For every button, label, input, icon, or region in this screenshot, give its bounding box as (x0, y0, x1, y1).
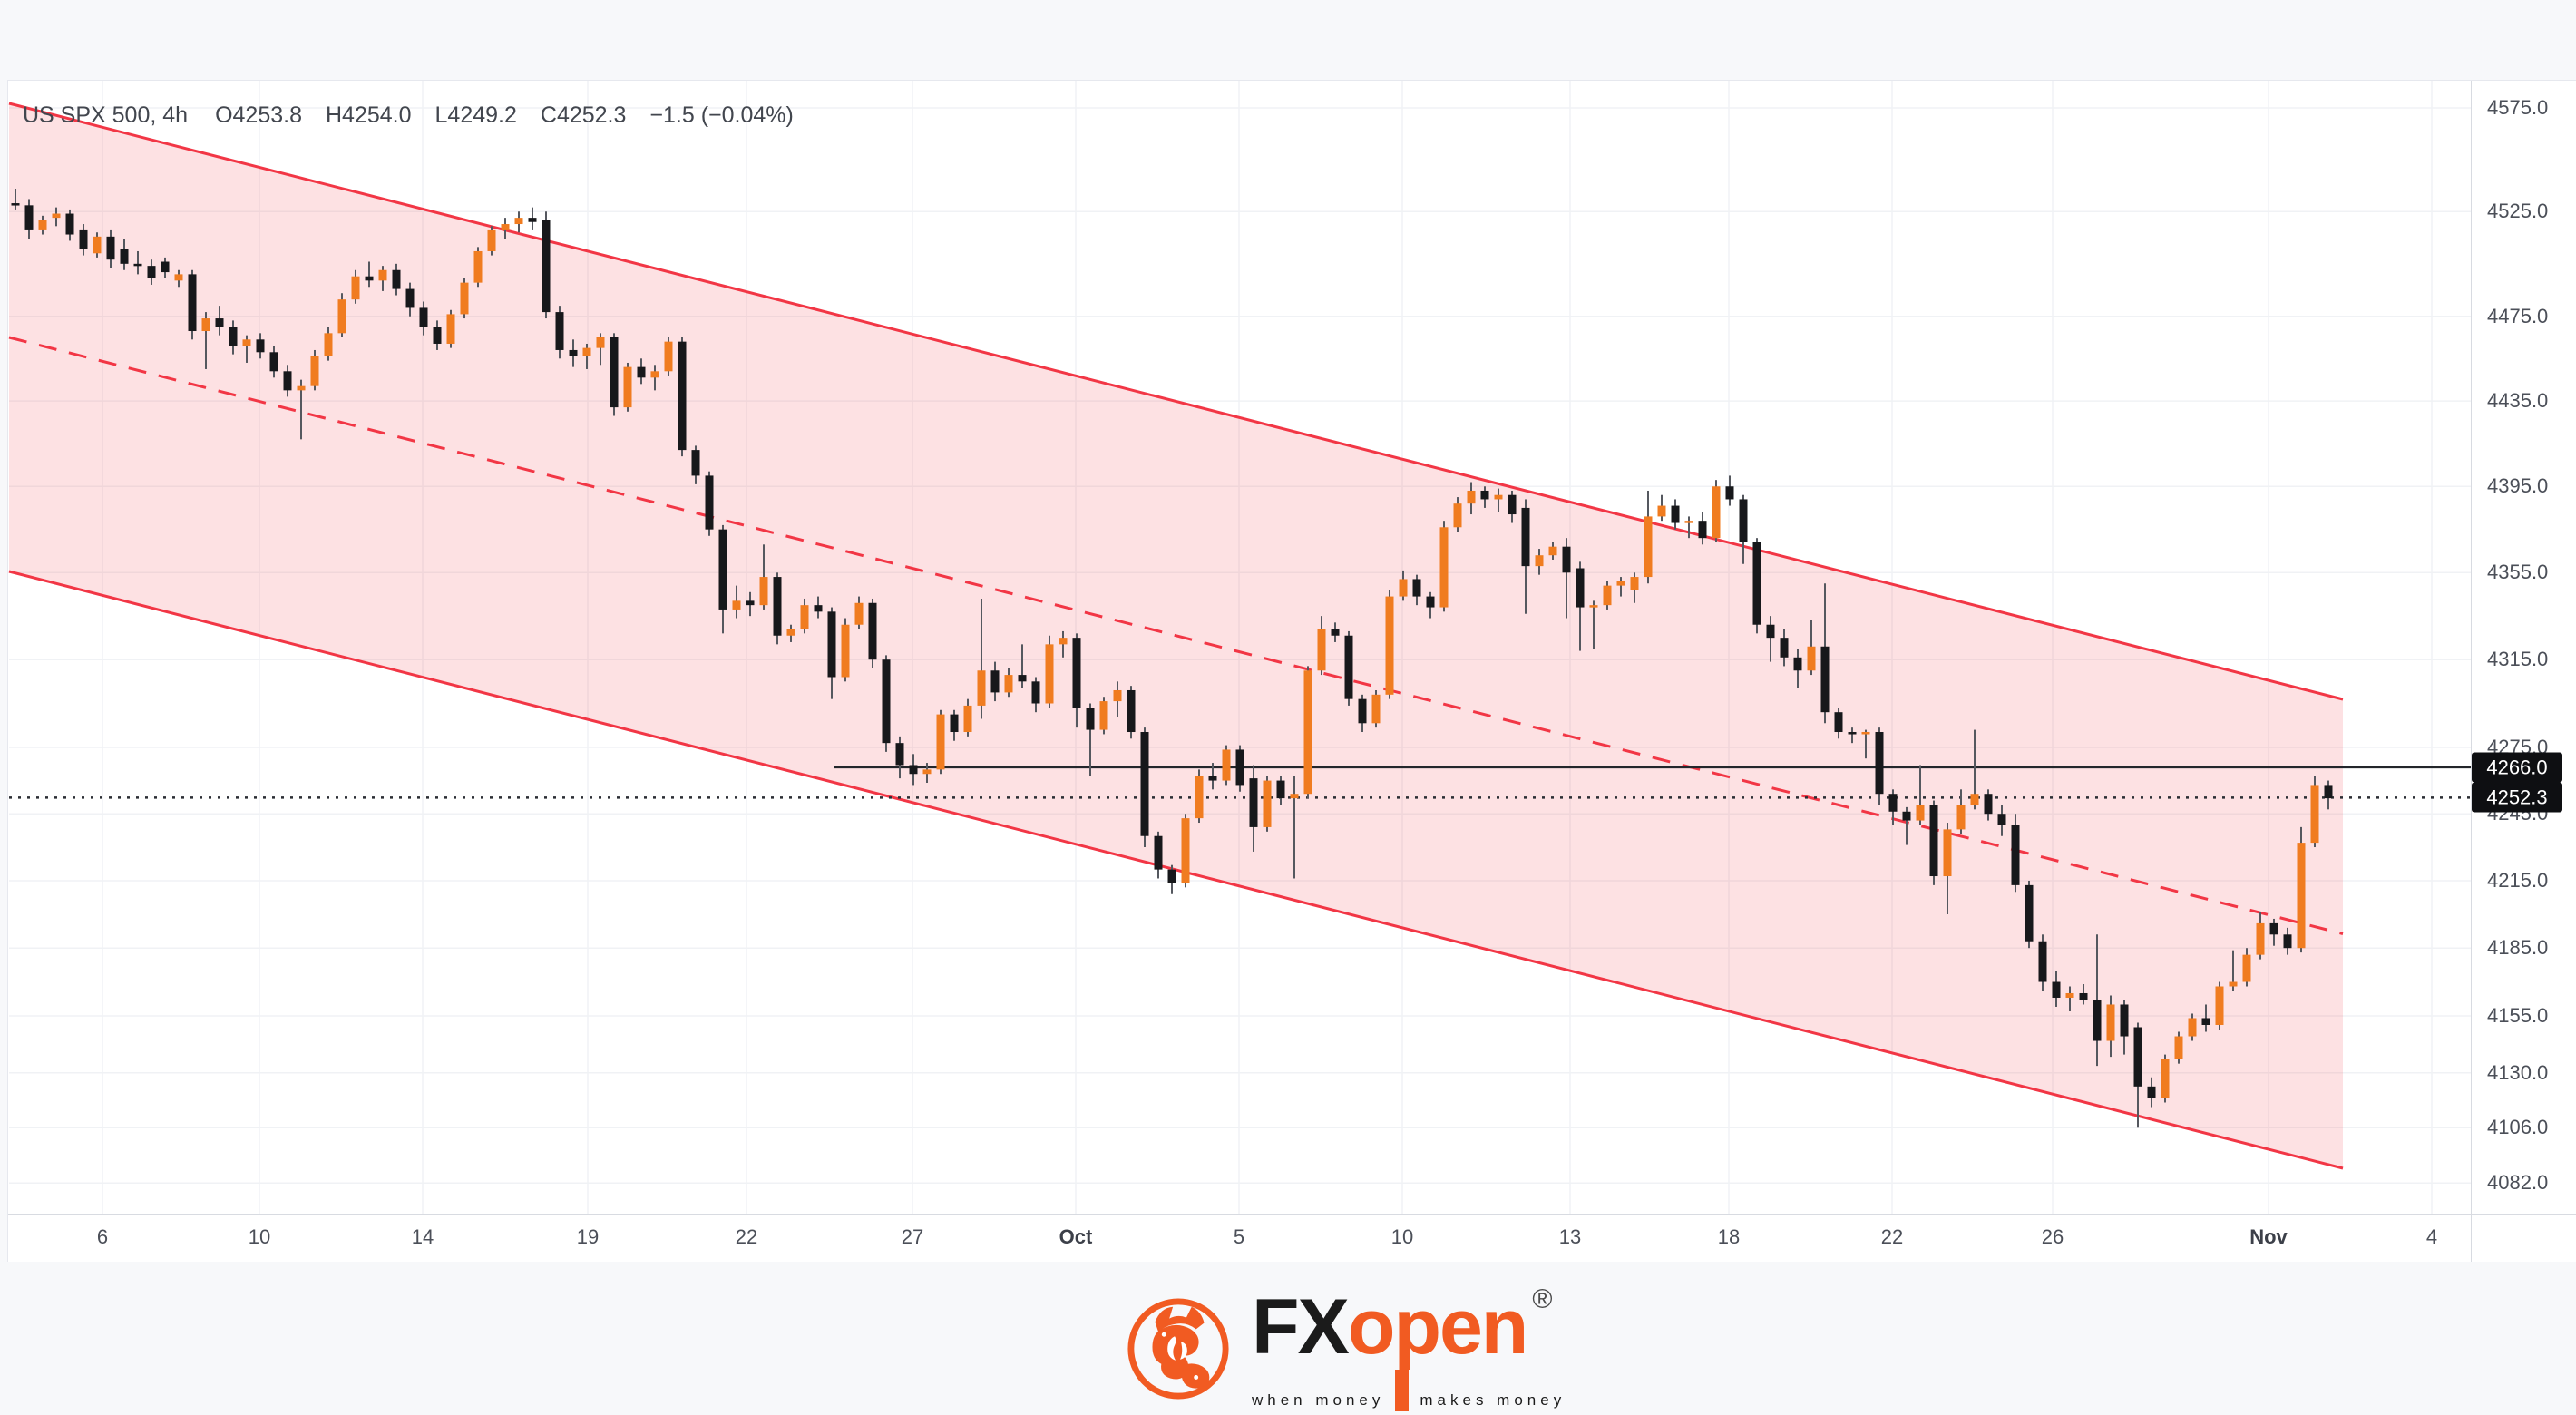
price-tick-label: 4355.0 (2487, 561, 2549, 584)
fxopen-emblem (1127, 1298, 1229, 1400)
time-tick-label: 13 (1558, 1225, 1582, 1248)
chart-legend[interactable]: US SPX 500, 4h O4253.8 H4254.0 L4249.2 C4252… (23, 102, 817, 129)
time-tick-label: 10 (248, 1225, 271, 1248)
tagline-left: when money (1252, 1391, 1385, 1409)
time-tick-label: 18 (1717, 1225, 1741, 1248)
time-tick-label: 6 (96, 1225, 109, 1248)
price-tick-label: 4130.0 (2487, 1060, 2549, 1084)
time-tick-label: 4 (2425, 1225, 2438, 1248)
legend-low: L4249.2 (434, 102, 517, 128)
grid-lines (9, 81, 2471, 1214)
time-tick-label: Oct (1059, 1225, 1093, 1248)
trend-channel (8, 102, 2344, 1170)
candles-layer (11, 188, 2333, 1128)
legend-close: C4252.3 (540, 102, 627, 128)
symbol-title: US SPX 500, 4h (23, 102, 189, 128)
time-tick-label: 22 (1880, 1225, 1904, 1248)
time-tick-label: 10 (1390, 1225, 1414, 1248)
time-tick-label: 27 (901, 1225, 924, 1248)
legend-change: −1.5 (−0.04%) (649, 102, 794, 128)
price-tick-label: 4475.0 (2487, 304, 2549, 327)
legend-open: O4253.8 (215, 102, 302, 128)
price-tick-label: 4395.0 (2487, 474, 2549, 498)
price-tick-label: 4435.0 (2487, 389, 2549, 413)
price-tick-label: 4185.0 (2487, 936, 2549, 960)
logo-fx-text: FX (1252, 1283, 1350, 1371)
price-tick-label: 4082.0 (2487, 1171, 2549, 1195)
price-tick-label: 4155.0 (2487, 1003, 2549, 1027)
price-tick-label: 4315.0 (2487, 648, 2549, 671)
price-badge: 4252.3 (2472, 782, 2562, 813)
chart-panel: US SPX 500, 4h O4253.8 H4254.0 L4249.2 C4252… (7, 80, 2576, 1262)
time-tick-label: 14 (411, 1225, 434, 1248)
time-axis-separator (8, 1214, 2576, 1215)
fxopen-logo: FX open ® when money makes money (1125, 1283, 1566, 1411)
tagline-divider (1395, 1370, 1410, 1411)
price-tick-label: 4575.0 (2487, 96, 2549, 119)
price-badge: 4266.0 (2472, 752, 2562, 783)
price-tick-label: 4525.0 (2487, 200, 2549, 223)
tagline-right: makes money (1420, 1391, 1566, 1409)
price-tick-label: 4106.0 (2487, 1116, 2549, 1139)
price-axis-separator (2471, 81, 2472, 1262)
time-tick-label: 26 (2041, 1225, 2064, 1248)
candlestick-chart[interactable] (8, 81, 2576, 1262)
legend-high: H4254.0 (325, 102, 412, 128)
registered-mark: ® (1532, 1284, 1553, 1314)
time-tick-label: 5 (1233, 1225, 1245, 1248)
time-tick-label: Nov (2249, 1225, 2288, 1248)
logo-open-text: open (1347, 1283, 1528, 1371)
time-tick-label: 19 (576, 1225, 600, 1248)
price-tick-label: 4215.0 (2487, 868, 2549, 892)
time-tick-label: 22 (735, 1225, 758, 1248)
